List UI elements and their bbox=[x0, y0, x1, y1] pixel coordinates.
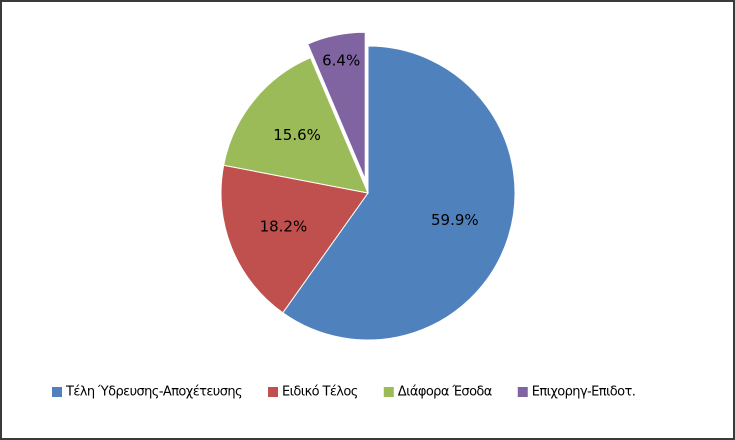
data-label: 15.6% bbox=[273, 126, 321, 144]
legend-swatch bbox=[268, 387, 279, 397]
pie-slice bbox=[223, 57, 369, 194]
data-label: 18.2% bbox=[260, 217, 308, 235]
legend-text: Τέλη Ύδρευσης-Αποχέτευσης bbox=[65, 385, 242, 400]
pie bbox=[220, 31, 516, 341]
pie-slice bbox=[282, 45, 516, 341]
pie-slice bbox=[220, 164, 369, 314]
data-label: 6.4% bbox=[322, 52, 360, 70]
data-labels: 59.9% 18.2% 15.6% 6.4% bbox=[260, 52, 479, 236]
legend: Τέλη Ύδρευσης-Αποχέτευσης Ειδικό Τέλος Διά… bbox=[52, 385, 636, 400]
legend-swatch bbox=[383, 387, 394, 397]
legend-text: Διάφορα Έσοδα bbox=[398, 385, 492, 400]
legend-text: Ειδικό Τέλος bbox=[282, 385, 358, 400]
legend-swatch bbox=[52, 387, 62, 397]
legend-text: Επιχορηγ-Επιδοτ. bbox=[532, 385, 635, 400]
legend-swatch bbox=[517, 387, 528, 397]
data-label: 59.9% bbox=[431, 211, 479, 229]
pie-slice bbox=[307, 31, 366, 180]
